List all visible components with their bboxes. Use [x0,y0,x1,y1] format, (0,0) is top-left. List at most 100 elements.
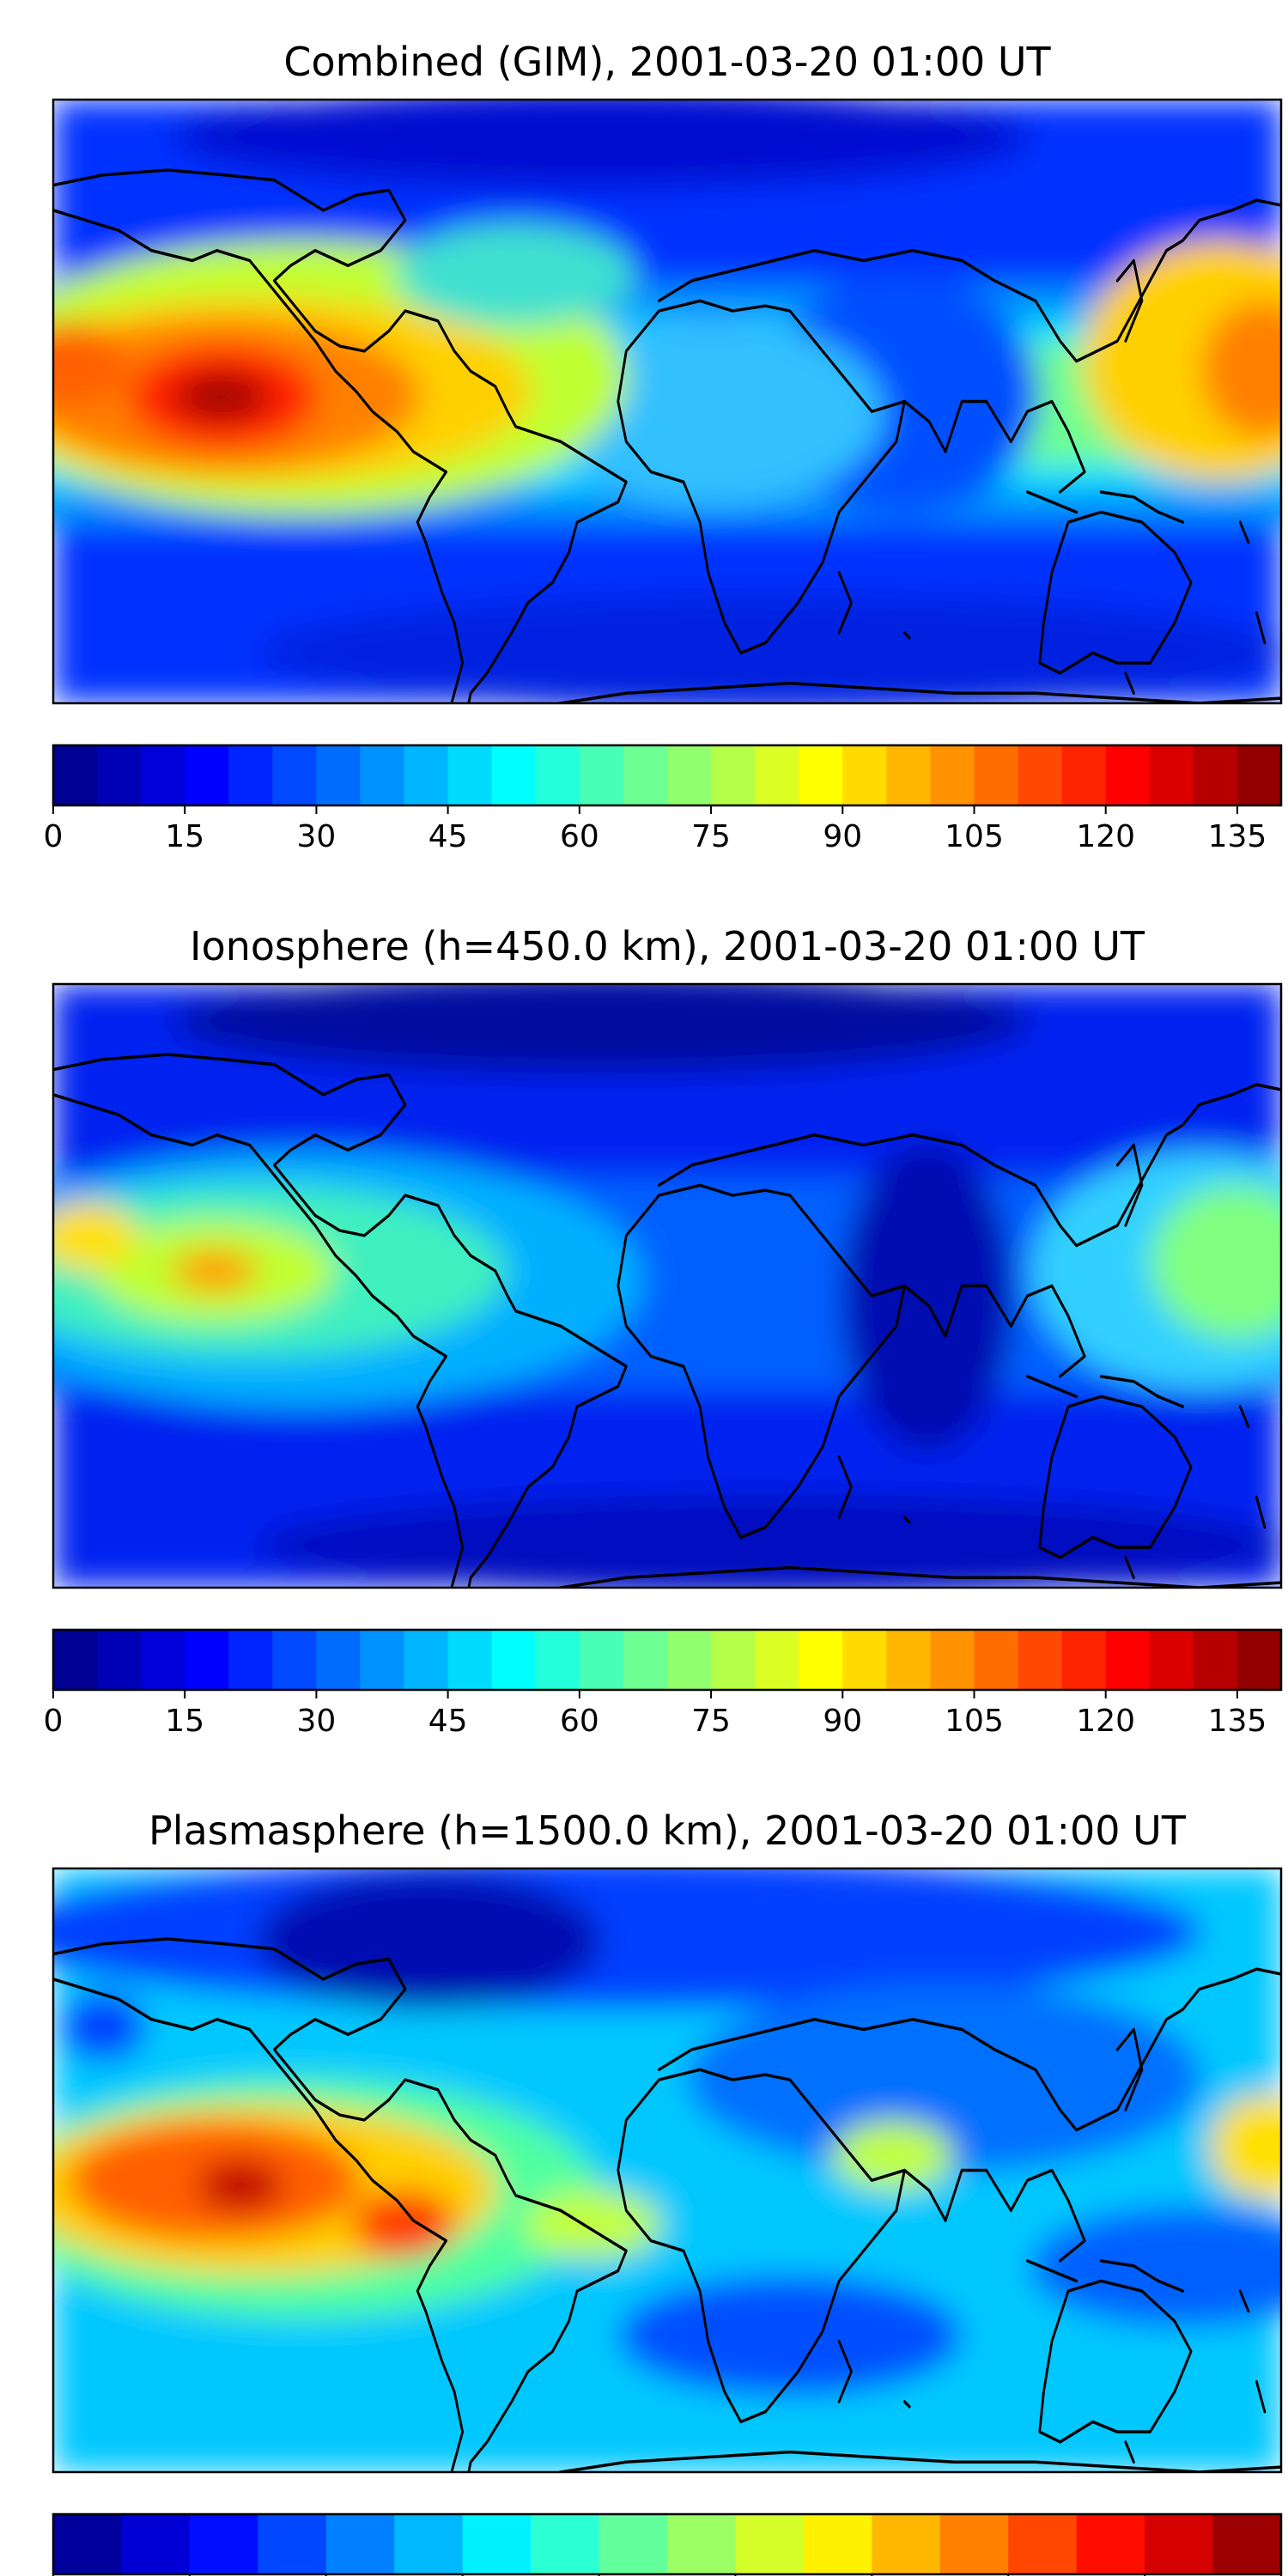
colorbar-level [121,2514,191,2574]
colorbar-level [447,1630,493,1690]
colorbar-tick-label: 30 [297,819,337,854]
colorbar-tick-label: 60 [560,819,599,854]
colorbar-level [872,2514,941,2574]
colorbar-tick-label: 105 [945,819,1004,854]
colorbar-level [97,1630,142,1690]
colorbar-combined: 0 15 30 45 60 75 90 105 120 135 [44,744,1283,854]
colorbar-level [799,1630,843,1690]
colorbar-tick-label: 30 [297,1704,337,1739]
colorbar-level [755,745,799,805]
colorbar-level [1149,1630,1194,1690]
colorbar-level [1149,745,1194,805]
colorbar-level [579,1630,624,1690]
colorbar-tick-label: 75 [691,1704,731,1739]
colorbar-level [360,745,405,805]
colorbar-level [53,745,98,805]
colorbar-level [1193,745,1238,805]
colorbar-level [491,1630,537,1690]
colorbar-level [623,745,668,805]
colorbar-level [1212,2514,1282,2574]
colorbar-level [185,1630,229,1690]
colorbar-level [1076,2514,1145,2574]
colorbar-level [667,2514,737,2574]
colorbar-tick-label: 45 [428,819,468,854]
colorbar-level [735,2514,805,2574]
map-frame-ionosphere [52,982,1283,1589]
colorbar-level [598,2514,668,2574]
colorbar-level [462,2514,532,2574]
colorbar-plasmasphere: 051015202530354045 [52,2512,1283,2576]
colorbar-level [535,745,580,805]
colorbar-level [711,1630,756,1690]
colorbar-level [394,2514,464,2574]
colorbar-tick-label: 120 [1076,819,1135,854]
colorbar-level [531,2514,600,2574]
panel-combined: Combined (GIM), 2001-03-20 01:00 UT [44,39,1283,854]
panel-title-combined: Combined (GIM), 2001-03-20 01:00 UT [283,39,1051,85]
colorbar-level [711,745,756,805]
colorbar-level [53,1630,98,1690]
colorbar-level [939,2514,1009,2574]
colorbar-level [141,745,185,805]
colorbar-level [930,745,975,805]
colorbar-level [842,1630,887,1690]
colorbar-ionosphere: 0 15 30 45 60 75 90 105 120 135 [44,1628,1283,1739]
colorbar-level [1018,1630,1063,1690]
colorbar-level [316,745,361,805]
colorbar-level [491,745,537,805]
colorbar-level [1008,2514,1078,2574]
colorbar-level [325,2514,395,2574]
colorbar-level [886,1630,932,1690]
colorbar-level [258,2514,327,2574]
panel-title-plasmasphere: Plasmasphere (h=1500.0 km), 2001-03-20 0… [149,1807,1187,1854]
colorbar-level [623,1630,668,1690]
colorbar-level [360,1630,405,1690]
colorbar-level [930,1630,975,1690]
colorbar-tick-label: 45 [428,1704,468,1739]
colorbar-level [535,1630,580,1690]
colorbar-tick-label: 60 [560,1704,599,1739]
colorbar-level [667,1630,712,1690]
map-field-plasmasphere [53,1868,1281,2472]
colorbar-level [272,1630,318,1690]
colorbar-level [1193,1630,1238,1690]
colorbar-level [1236,745,1282,805]
colorbar-level [1236,1630,1282,1690]
colorbar-level [1105,745,1151,805]
colorbar-level [404,1630,449,1690]
colorbar-level [97,745,142,805]
panel-plasmasphere: Plasmasphere (h=1500.0 km), 2001-03-20 0… [52,1807,1283,2576]
colorbar-tick-label: 135 [1208,819,1267,854]
colorbar-level [1018,745,1063,805]
colorbar-level [799,745,843,805]
panel-ionosphere: Ionosphere (h=450.0 km), 2001-03-20 01:0… [44,923,1283,1739]
colorbar-level [228,745,273,805]
panel-title-ionosphere: Ionosphere (h=450.0 km), 2001-03-20 01:0… [190,923,1145,969]
colorbar-tick-label: 90 [823,819,862,854]
colorbar-level [667,745,712,805]
colorbar-level [974,745,1019,805]
colorbar-level [53,2514,123,2574]
colorbar-level [316,1630,361,1690]
colorbar-level [189,2514,258,2574]
colorbar-level [228,1630,273,1690]
colorbar-level [886,745,932,805]
map-field-combined [53,100,1281,703]
map-frame-combined [52,98,1283,705]
map-field-ionosphere [53,984,1281,1588]
colorbar-level [404,745,449,805]
colorbar-level [579,745,624,805]
colorbar-tick-label: 0 [44,1704,64,1739]
colorbar-tick-label: 120 [1076,1704,1135,1739]
colorbar-tick-label: 90 [823,1704,862,1739]
colorbar-level [842,745,887,805]
colorbar-tick-label: 15 [165,1704,204,1739]
colorbar-level [974,1630,1019,1690]
colorbar-level [272,745,318,805]
colorbar-tick-label: 105 [945,1704,1004,1739]
colorbar-level [1145,2514,1214,2574]
colorbar-level [141,1630,185,1690]
colorbar-level [803,2514,872,2574]
colorbar-level [755,1630,799,1690]
